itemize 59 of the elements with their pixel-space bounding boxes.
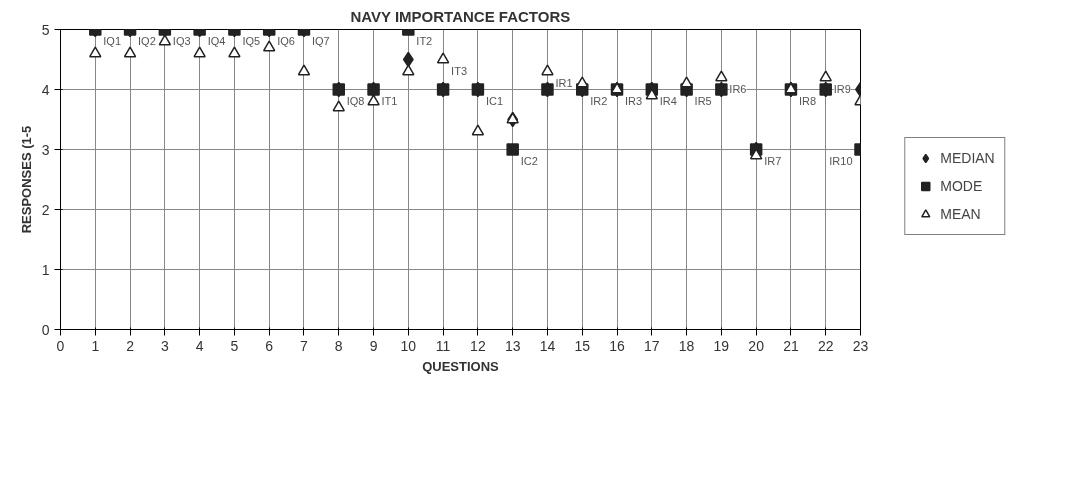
x-tick-label: 16 bbox=[609, 337, 626, 354]
y-tick-label: 5 bbox=[41, 21, 50, 38]
y-tick-label: 2 bbox=[41, 201, 50, 218]
annotation: IR5 bbox=[694, 94, 712, 107]
x-tick-label: 0 bbox=[56, 337, 65, 354]
x-tick-label: 6 bbox=[265, 337, 274, 354]
x-tick-label: 14 bbox=[539, 337, 556, 354]
x-tick-label: 8 bbox=[334, 337, 343, 354]
annotation: IQ4 bbox=[207, 34, 226, 47]
annotation: IR6 bbox=[729, 82, 747, 95]
annotation: IC2 bbox=[520, 154, 538, 167]
annotation: IQ1 bbox=[103, 34, 122, 47]
x-tick-label: 10 bbox=[400, 337, 417, 354]
y-tick-label: 4 bbox=[41, 81, 50, 98]
x-tick-label: 7 bbox=[300, 337, 309, 354]
x-tick-label: 5 bbox=[230, 337, 239, 354]
x-tick-label: 17 bbox=[644, 337, 660, 354]
x-tick-label: 22 bbox=[817, 337, 834, 354]
annotation: IT2 bbox=[416, 34, 433, 47]
annotation: IR1 bbox=[555, 76, 573, 89]
annotation: IT1 bbox=[381, 94, 398, 107]
y-tick-label: 3 bbox=[41, 141, 50, 158]
x-tick-label: 13 bbox=[504, 337, 521, 354]
x-tick-label: 1 bbox=[91, 337, 100, 354]
annotation: IR10 bbox=[829, 154, 853, 167]
annotation: IR8 bbox=[798, 94, 817, 107]
legend-label: MEDIAN bbox=[940, 150, 995, 166]
y-tick-label: 1 bbox=[41, 261, 50, 278]
x-tick-label: 20 bbox=[748, 337, 765, 354]
y-tick-label: 0 bbox=[41, 321, 50, 338]
annotation: IQ2 bbox=[138, 34, 156, 47]
x-tick-label: 19 bbox=[713, 337, 730, 354]
annotation: IR3 bbox=[625, 94, 643, 107]
annotation: IQ5 bbox=[242, 34, 261, 47]
x-tick-label: 15 bbox=[574, 337, 591, 354]
x-tick-label: 2 bbox=[126, 337, 135, 354]
annotation: IQ6 bbox=[277, 34, 295, 47]
annotation: IQ8 bbox=[346, 94, 365, 107]
x-tick-label: 11 bbox=[435, 337, 451, 354]
x-tick-label: 3 bbox=[160, 337, 169, 354]
x-tick-label: 18 bbox=[678, 337, 695, 354]
annotation: IQ3 bbox=[172, 34, 191, 47]
x-tick-label: 23 bbox=[852, 337, 869, 354]
annotation: IR7 bbox=[764, 154, 782, 167]
legend-label: MODE bbox=[940, 178, 983, 194]
legend-label: MEAN bbox=[940, 206, 981, 222]
x-tick-label: 12 bbox=[470, 337, 486, 354]
chart-title: NAVY IMPORTANCE FACTORS bbox=[350, 7, 571, 25]
annotation: IR4 bbox=[659, 94, 677, 107]
annotation: IC1 bbox=[485, 94, 504, 107]
x-axis-title: QUESTIONS bbox=[422, 358, 500, 374]
x-tick-label: 21 bbox=[783, 337, 799, 354]
annotation: IR9 bbox=[833, 82, 851, 95]
annotation: IR2 bbox=[590, 94, 608, 107]
annotation: IT3 bbox=[451, 64, 468, 77]
x-tick-label: 4 bbox=[195, 337, 204, 354]
x-tick-label: 9 bbox=[369, 337, 378, 354]
annotation: IQ7 bbox=[311, 34, 330, 47]
y-axis-title: RESPONSES (1-5 bbox=[18, 125, 34, 234]
